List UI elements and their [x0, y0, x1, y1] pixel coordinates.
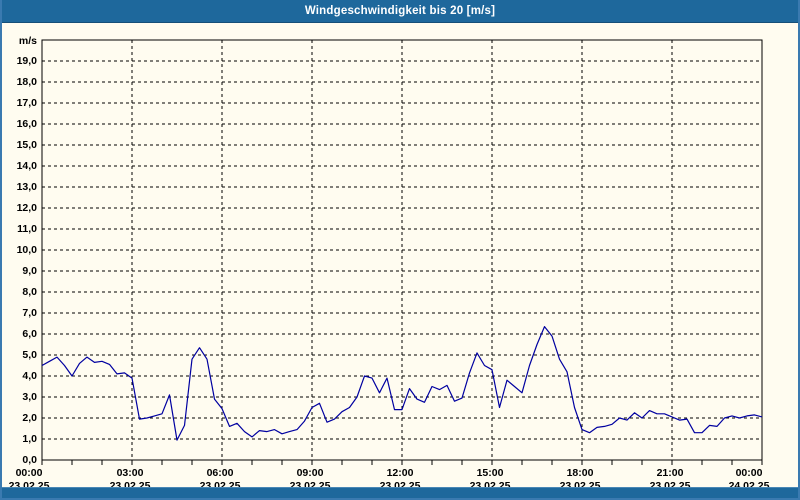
- y-tick-label: 0,0: [22, 453, 37, 466]
- x-tick-date: 23.02.25: [379, 480, 421, 492]
- y-tick-label: 14,0: [16, 159, 37, 172]
- y-axis-unit-label: m/s: [18, 35, 37, 47]
- x-tick-date: 23.02.25: [289, 480, 331, 492]
- x-tick-time: 00:00: [15, 467, 43, 479]
- y-tick-label: 17,0: [16, 96, 37, 109]
- y-tick-label: 15,0: [16, 138, 37, 151]
- x-tick-date: 23.02.25: [8, 480, 50, 492]
- x-tick-date: 23.02.25: [109, 480, 151, 492]
- x-tick-date: 23.02.25: [469, 480, 511, 492]
- y-tick-label: 7,0: [22, 306, 37, 319]
- x-tick-time: 18:00: [566, 467, 594, 479]
- x-tick-time: 21:00: [656, 467, 684, 479]
- x-tick-time: 12:00: [386, 467, 414, 479]
- y-tick-label: 11,0: [17, 222, 37, 235]
- y-tick-label: 6,0: [22, 327, 37, 340]
- y-tick-label: 8,0: [22, 285, 37, 298]
- x-tick-time: 03:00: [116, 467, 144, 479]
- x-tick-date: 23.02.25: [559, 480, 601, 492]
- y-tick-label: 4,0: [22, 369, 37, 382]
- chart-area: m/s 0,0 1,0 2,0 3,0 4,0 5,0 6,0 7,0 8,0 9,0 10,0 11…: [2, 22, 798, 492]
- y-tick-label: 3,0: [22, 390, 37, 403]
- y-tick-label: 16,0: [16, 117, 37, 130]
- x-tick-time: 15:00: [476, 467, 504, 479]
- wind-speed-line: [41, 326, 763, 441]
- y-tick-label: 13,0: [16, 180, 37, 193]
- chart-title-bar: Windgeschwindigkeit bis 20 [m/s]: [2, 0, 798, 23]
- bottom-bar: [2, 487, 798, 498]
- x-tick-time: 00:00: [735, 467, 763, 479]
- y-tick-label: 18,0: [16, 75, 37, 88]
- y-tick-label: 10,0: [16, 243, 37, 256]
- y-tick-label: 12,0: [16, 201, 37, 214]
- plot-svg: [41, 39, 763, 465]
- x-tick-date: 23.02.25: [199, 480, 241, 492]
- x-tick-date: 23.02.25: [649, 480, 691, 492]
- y-tick-label: 2,0: [22, 411, 37, 424]
- x-tick-time: 06:00: [206, 467, 234, 479]
- y-tick-label: 1,0: [22, 432, 37, 445]
- x-tick-date: 24.02.25: [728, 480, 770, 492]
- y-tick-label: 5,0: [22, 348, 37, 361]
- y-tick-label: 9,0: [22, 264, 37, 277]
- y-tick-label: 19,0: [16, 54, 37, 67]
- chart-title: Windgeschwindigkeit bis 20 [m/s]: [304, 5, 496, 17]
- x-tick-time: 09:00: [296, 467, 324, 479]
